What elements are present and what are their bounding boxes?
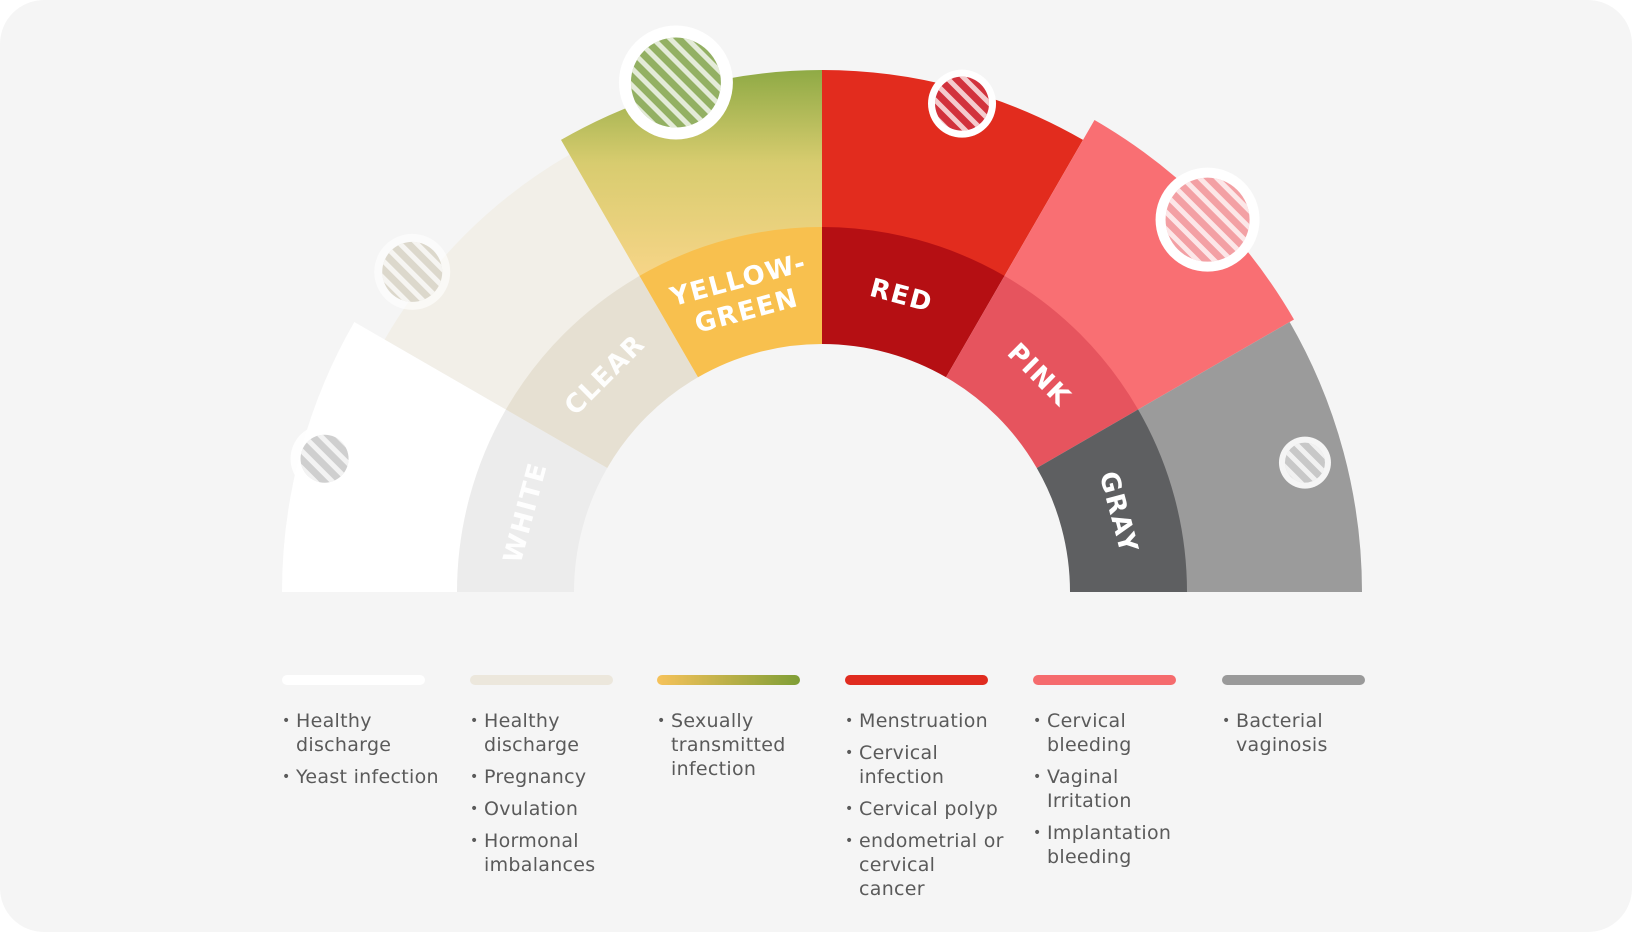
legend-item: Menstruation (845, 709, 1005, 733)
legend-yellow-green: Sexually transmitted infection (657, 675, 817, 789)
white-outer-segment (282, 322, 508, 592)
pink-outer-segment (1003, 120, 1294, 411)
legend-item: Cervical polyp (845, 797, 1005, 821)
legend-bar-clear (470, 675, 613, 685)
red-inner-segment (822, 227, 1005, 378)
legend-item: endometrial or cervical cancer (845, 829, 1005, 901)
clear-inner-segment (505, 275, 698, 468)
legend-item: Bacterial vaginosis (1222, 709, 1382, 757)
legend-list-red: Menstruation Cervical infection Cervical… (845, 709, 1005, 901)
legend-gray: Bacterial vaginosis (1222, 675, 1382, 765)
legend-item: Ovulation (470, 797, 630, 821)
legend-list-yellow-green: Sexually transmitted infection (657, 709, 817, 781)
white-inner-segment (457, 409, 608, 592)
clear-outer-segment (384, 154, 641, 411)
red-outer-segment (822, 70, 1083, 278)
legend-item: Hormonal imbalances (470, 829, 630, 877)
legend-item: Sexually transmitted infection (657, 709, 817, 781)
red-swatch-icon (928, 69, 997, 138)
legend-list-white: Healthy discharge Yeast infection (282, 709, 442, 789)
legend-bar-gray (1222, 675, 1365, 685)
legend-item: Cervical bleeding (1033, 709, 1193, 757)
pink-swatch-icon (1155, 167, 1260, 272)
yellow-green-swatch-icon (618, 25, 733, 140)
legend-list-clear: Healthy discharge Pregnancy Ovulation Ho… (470, 709, 630, 877)
white-swatch-icon (290, 424, 359, 493)
pink-inner-segment (946, 275, 1139, 468)
legend-item: Yeast infection (282, 765, 442, 789)
gray-inner-segment (1036, 409, 1187, 592)
legend-red: Menstruation Cervical infection Cervical… (845, 675, 1005, 909)
legend-item: Vaginal Irritation (1033, 765, 1193, 813)
legend-bar-yellow-green (657, 675, 800, 685)
legend-pink: Cervical bleeding Vaginal Irritation Imp… (1033, 675, 1193, 877)
legend-item: Implantation bleeding (1033, 821, 1193, 869)
legend-bar-white (282, 675, 425, 685)
legend-bar-pink (1033, 675, 1176, 685)
gray-outer-segment (1136, 322, 1362, 592)
legend-white: Healthy discharge Yeast infection (282, 675, 442, 797)
yellow-green-outer-segment (561, 70, 822, 278)
legend-list-gray: Bacterial vaginosis (1222, 709, 1382, 757)
legend-list-pink: Cervical bleeding Vaginal Irritation Imp… (1033, 709, 1193, 869)
legend-item: Healthy discharge (282, 709, 442, 757)
yellow-green-inner-segment (639, 227, 822, 378)
legend-clear: Healthy discharge Pregnancy Ovulation Ho… (470, 675, 630, 885)
legend-item: Pregnancy (470, 765, 630, 789)
gray-swatch-icon (1278, 436, 1331, 489)
legend-item: Healthy discharge (470, 709, 630, 757)
legend-bar-red (845, 675, 988, 685)
clear-swatch-icon (374, 233, 451, 310)
legend-item: Cervical infection (845, 741, 1005, 789)
